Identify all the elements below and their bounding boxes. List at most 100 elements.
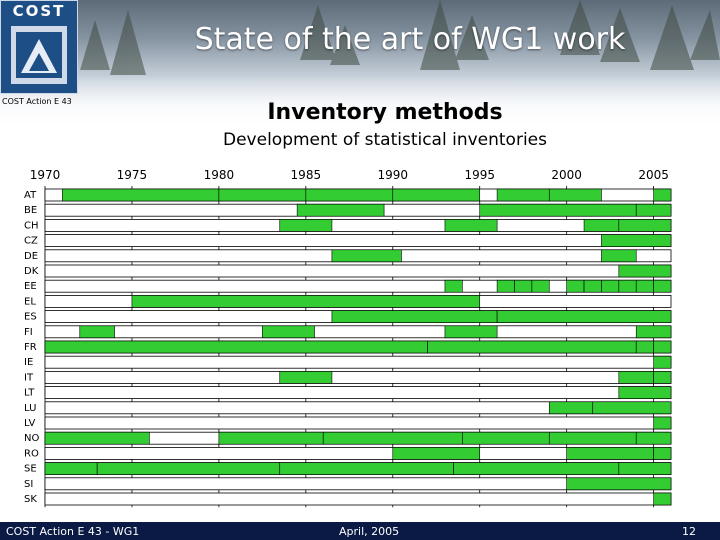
row-label: DE bbox=[24, 251, 38, 262]
x-tick-label: 1975 bbox=[117, 168, 148, 182]
gantt-bar bbox=[653, 355, 672, 369]
gantt-bar bbox=[653, 340, 672, 354]
gantt-bar bbox=[601, 279, 620, 293]
gantt-bar bbox=[583, 219, 620, 232]
page-number: 12 bbox=[682, 525, 696, 538]
gantt-bar bbox=[601, 234, 672, 247]
x-tick-label: 1970 bbox=[30, 168, 61, 182]
row-label: LV bbox=[24, 418, 35, 429]
gantt-bar bbox=[479, 203, 637, 217]
gantt-bar bbox=[279, 462, 454, 475]
gantt-bar bbox=[392, 188, 481, 202]
x-tick-label: 1980 bbox=[204, 168, 235, 182]
row-label: SK bbox=[24, 494, 37, 505]
row-label: NO bbox=[24, 433, 39, 444]
cost-logo: COST bbox=[0, 0, 78, 94]
gantt-bar bbox=[653, 492, 672, 506]
x-tick-label: 1995 bbox=[464, 168, 495, 182]
row-label: SE bbox=[24, 464, 37, 475]
row-label: EE bbox=[24, 281, 37, 292]
gantt-bar bbox=[635, 325, 672, 339]
gantt-bar bbox=[566, 279, 585, 293]
snow-gradient bbox=[0, 75, 720, 135]
row-track bbox=[44, 492, 672, 506]
row-label: LU bbox=[24, 403, 36, 414]
gantt-bar bbox=[462, 431, 550, 445]
header-background bbox=[0, 0, 720, 135]
row-label: AT bbox=[24, 190, 37, 201]
gantt-bar bbox=[44, 431, 150, 445]
row-track bbox=[44, 370, 672, 384]
gantt-bar bbox=[44, 340, 428, 354]
gantt-bar bbox=[618, 386, 672, 399]
gantt-bar bbox=[444, 219, 498, 232]
x-tick-label: 1990 bbox=[378, 168, 409, 182]
row-track bbox=[44, 234, 672, 247]
gantt-bar bbox=[496, 188, 550, 202]
gantt-bar bbox=[601, 249, 637, 263]
gantt-bar bbox=[583, 279, 602, 293]
gantt-bar bbox=[79, 325, 115, 339]
gantt-bar bbox=[635, 279, 654, 293]
gantt-bar bbox=[653, 279, 672, 293]
row-track bbox=[44, 219, 672, 232]
row-label: SI bbox=[24, 479, 33, 490]
row-track bbox=[44, 264, 672, 278]
footer-bar: COST Action E 43 - WG1 April, 2005 12 bbox=[0, 522, 720, 540]
row-label: FI bbox=[24, 327, 33, 338]
gantt-bar bbox=[262, 325, 315, 339]
x-tick-label: 2000 bbox=[551, 168, 582, 182]
row-track bbox=[44, 416, 672, 430]
row-label: FR bbox=[24, 342, 37, 353]
gantt-bar bbox=[592, 401, 672, 415]
gantt-bar bbox=[331, 310, 498, 323]
gantt-bar bbox=[62, 188, 220, 202]
gantt-bar bbox=[653, 371, 672, 384]
action-label: COST Action E 43 bbox=[2, 97, 72, 106]
gantt-bar bbox=[531, 279, 550, 293]
row-label: RO bbox=[24, 448, 39, 459]
snowy-forest-image bbox=[80, 0, 720, 75]
gantt-bar bbox=[218, 431, 324, 445]
gantt-bar bbox=[653, 447, 672, 460]
gantt-bar bbox=[653, 188, 672, 202]
gantt-bar bbox=[514, 279, 533, 293]
gantt-bar bbox=[653, 416, 672, 430]
gantt-bar bbox=[548, 401, 594, 415]
gantt-bar bbox=[427, 340, 637, 354]
gantt-bar bbox=[96, 462, 281, 475]
chart-title: Development of statistical inventories bbox=[223, 130, 547, 150]
gantt-bar bbox=[444, 325, 498, 339]
gantt-bar bbox=[296, 203, 385, 217]
slide-subtitle: Inventory methods bbox=[267, 100, 503, 125]
gantt-bar bbox=[635, 203, 672, 217]
row-label: LT bbox=[24, 388, 35, 399]
gantt-bar bbox=[496, 310, 672, 323]
gantt-bar bbox=[44, 462, 98, 475]
row-label: CH bbox=[24, 220, 39, 231]
row-track bbox=[44, 325, 672, 339]
gantt-bar bbox=[618, 219, 672, 232]
row-track bbox=[44, 355, 672, 369]
gantt-bar bbox=[635, 340, 654, 354]
gantt-bar bbox=[618, 462, 672, 475]
x-tick-label: 2005 bbox=[638, 168, 669, 182]
gantt-bar bbox=[566, 447, 654, 460]
cost-emblem-icon bbox=[11, 26, 67, 84]
gantt-bar bbox=[453, 462, 620, 475]
row-label: DK bbox=[24, 266, 39, 277]
gantt-bar bbox=[618, 279, 637, 293]
logo-text: COST bbox=[12, 2, 66, 20]
gantt-bar bbox=[618, 371, 654, 384]
gantt-chart: 1970 1975 1980 1985 1990 1995 2000 2005 AT BE CH CZ… bbox=[24, 168, 672, 508]
footer-date: April, 2005 bbox=[339, 525, 400, 538]
row-label: BE bbox=[24, 205, 37, 216]
gantt-bar bbox=[131, 295, 481, 308]
gantt-bar bbox=[566, 477, 672, 491]
gantt-bar bbox=[279, 371, 333, 384]
row-label: CZ bbox=[24, 236, 38, 247]
gantt-bar bbox=[496, 279, 515, 293]
x-tick-label: 1985 bbox=[291, 168, 322, 182]
row-label: ES bbox=[24, 312, 37, 323]
row-label: EL bbox=[24, 296, 36, 307]
